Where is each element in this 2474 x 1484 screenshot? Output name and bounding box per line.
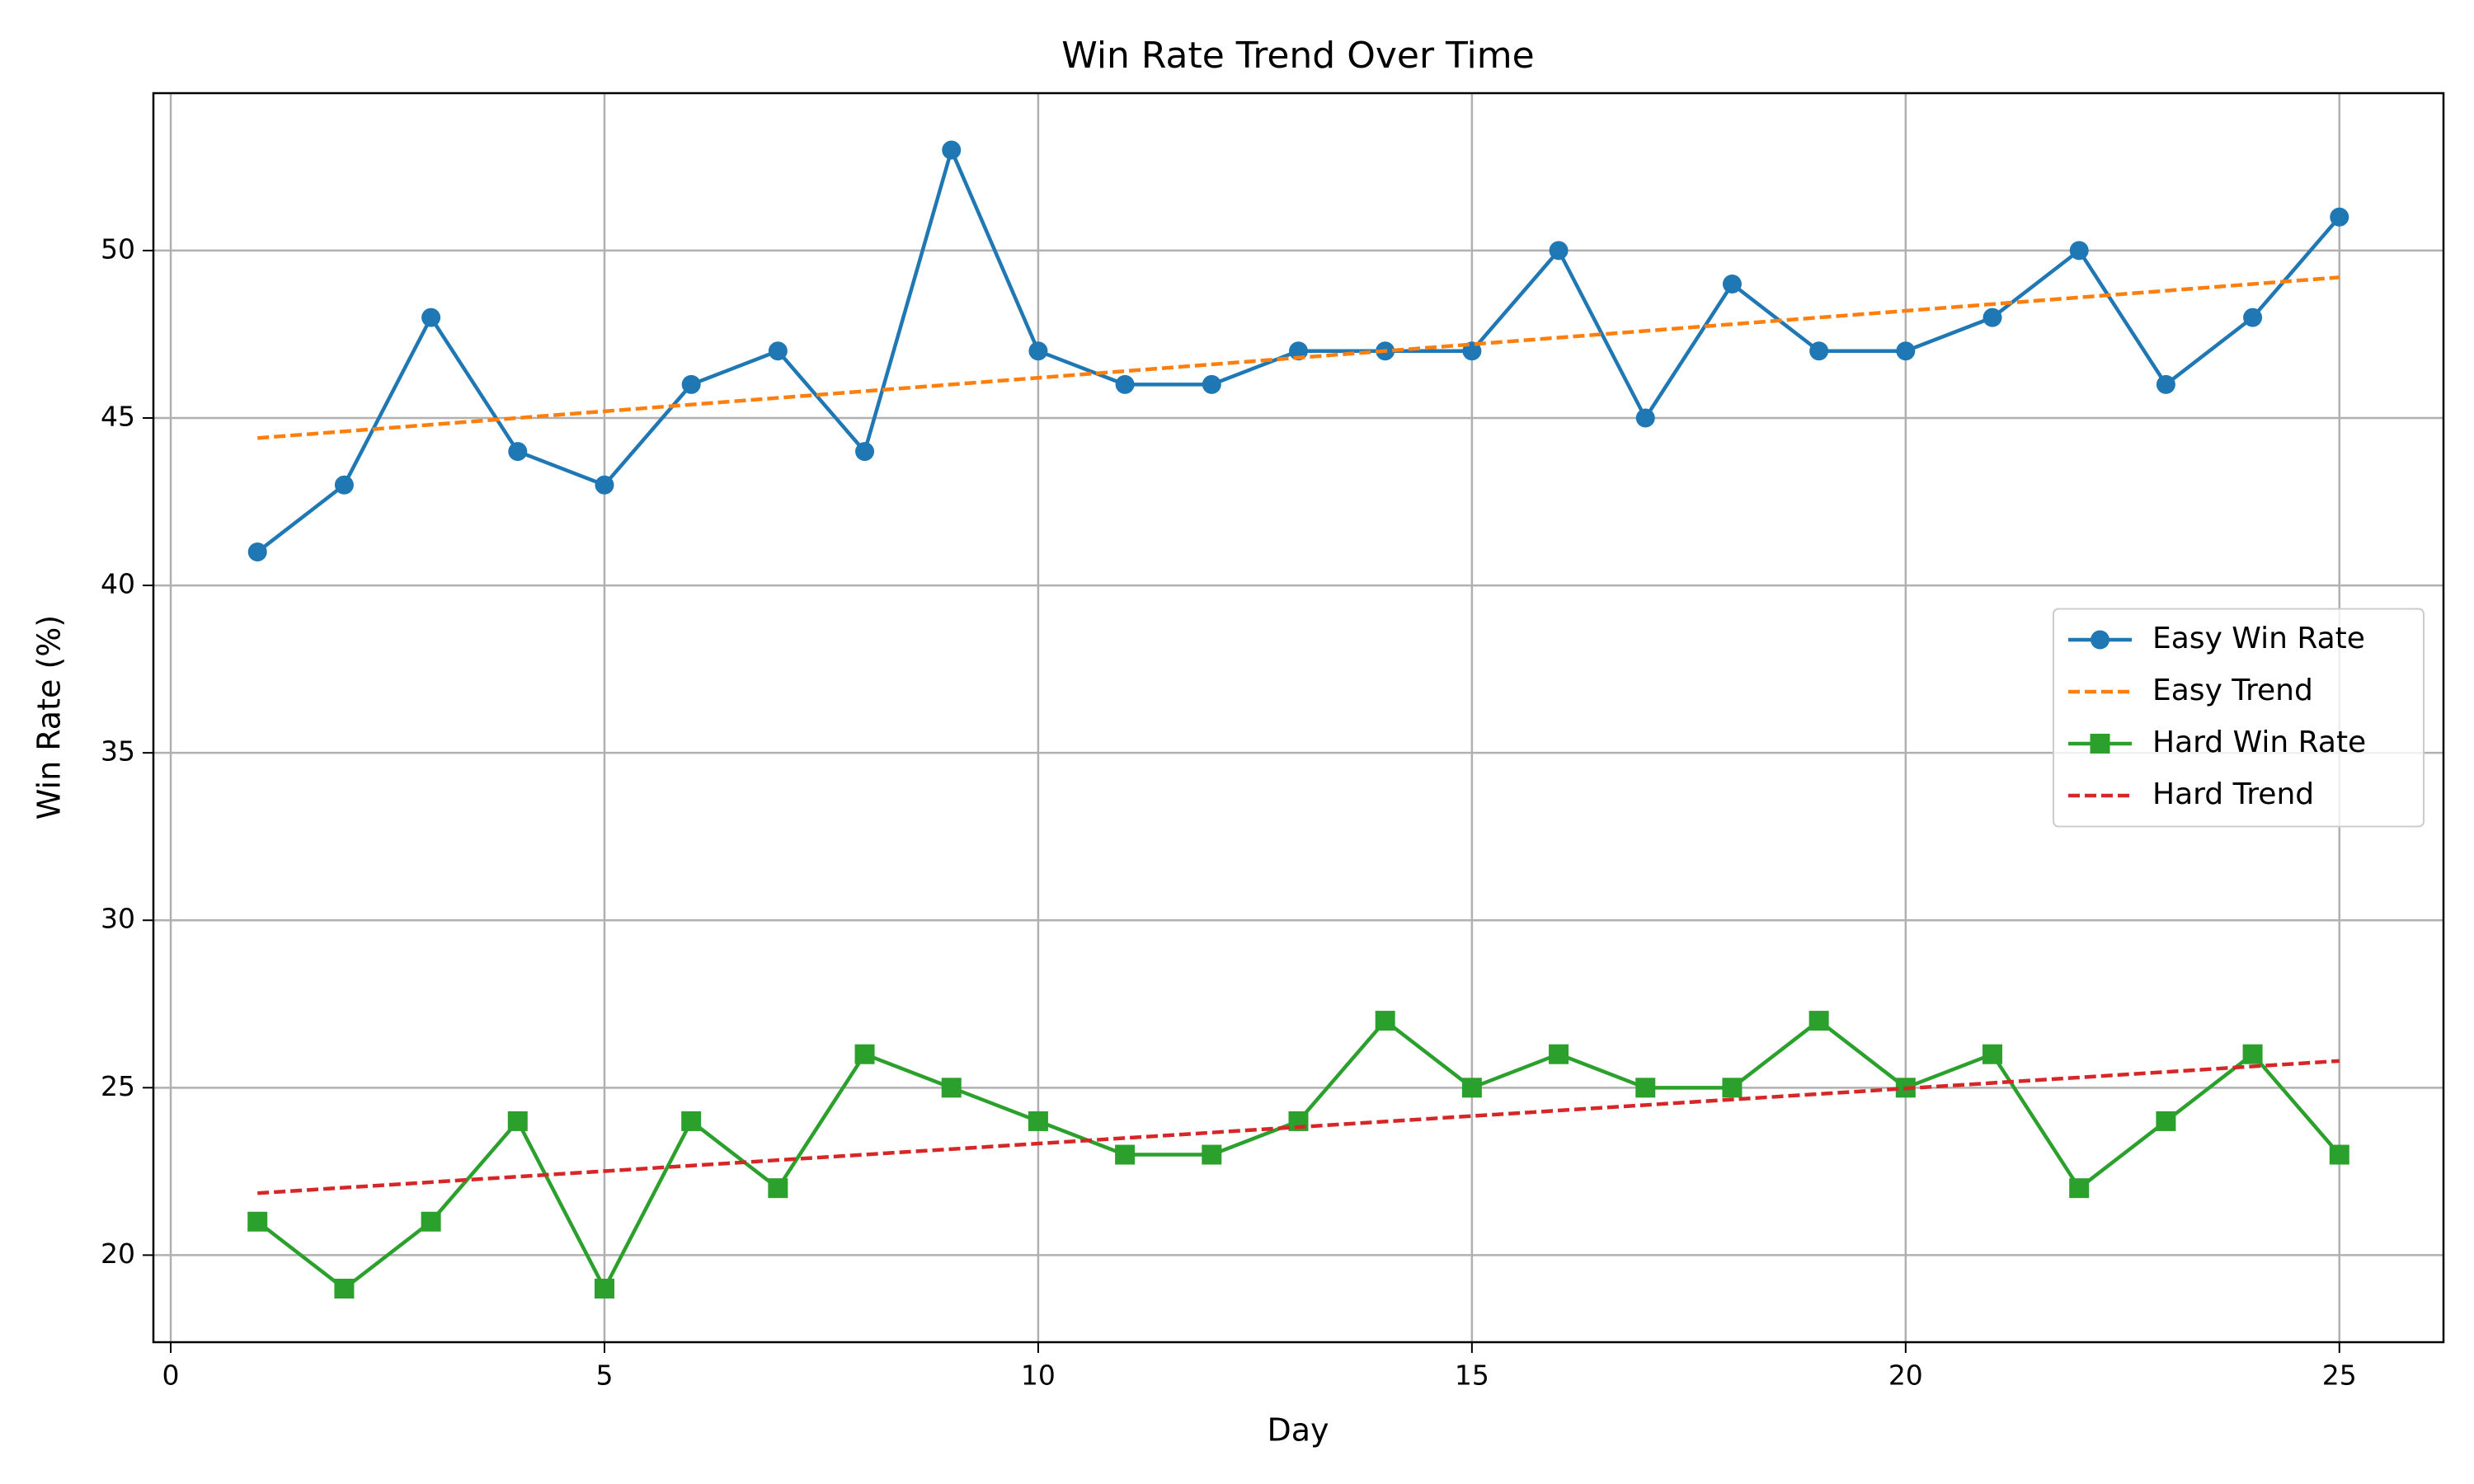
y-tick-label: 25 [101, 1070, 135, 1102]
x-tick-label: 20 [1888, 1360, 1923, 1392]
chart-title: Win Rate Trend Over Time [1061, 35, 1534, 77]
data-point [421, 1211, 441, 1232]
data-point [2069, 241, 2089, 261]
plot-frame [152, 92, 2445, 1344]
data-point [1722, 1078, 1743, 1098]
data-point [1982, 308, 2002, 327]
data-point [2242, 1044, 2263, 1064]
data-point [507, 1111, 528, 1131]
x-tick-label: 5 [595, 1360, 613, 1392]
legend-marker [2091, 630, 2109, 650]
x-tick-label: 0 [162, 1360, 180, 1392]
data-point [1375, 1011, 1395, 1031]
y-tick-label: 35 [101, 735, 135, 768]
legend-label: Easy Trend [2152, 674, 2313, 707]
data-point [2330, 207, 2349, 227]
data-point [854, 1044, 875, 1064]
x-tick-label: 15 [1455, 1360, 1489, 1392]
data-point [942, 140, 962, 160]
data-point [1202, 1144, 1222, 1165]
data-point [2069, 1178, 2090, 1199]
data-point [594, 1279, 614, 1299]
series-line [257, 1059, 2340, 1195]
legend-label: Hard Trend [2152, 777, 2314, 811]
data-point [681, 374, 701, 394]
data-point [595, 475, 614, 495]
data-point [1896, 341, 1916, 361]
data-point [1461, 1078, 1482, 1098]
data-point [334, 1279, 355, 1299]
data-point [247, 542, 267, 561]
legend-box [2053, 608, 2425, 828]
y-axis-label: Win Rate (%) [31, 615, 68, 819]
data-point [1115, 1144, 1136, 1165]
data-point [1028, 1111, 1048, 1131]
data-point [1809, 341, 1829, 361]
data-point [1722, 275, 1742, 294]
data-point [421, 308, 441, 327]
legend-label: Easy Win Rate [2152, 622, 2365, 655]
data-point [768, 1178, 788, 1199]
data-point [508, 442, 528, 462]
data-point [941, 1078, 962, 1098]
y-tick-label: 30 [101, 903, 135, 935]
series-line [257, 275, 2340, 440]
y-tick-label: 20 [101, 1237, 135, 1270]
data-point [1635, 1078, 1656, 1098]
data-point [1549, 1044, 1569, 1064]
data-point [1635, 408, 1655, 428]
data-point [1808, 1011, 1829, 1031]
y-tick-label: 45 [101, 400, 135, 432]
legend-marker [2090, 734, 2110, 754]
data-point [2156, 1111, 2176, 1131]
data-point [681, 1111, 702, 1131]
data-point [1115, 374, 1135, 394]
x-tick-label: 25 [2322, 1360, 2357, 1392]
data-point [2243, 308, 2263, 327]
data-point [1982, 1044, 2003, 1064]
legend-label: Hard Win Rate [2152, 726, 2366, 759]
data-point [2329, 1144, 2349, 1165]
data-point [768, 341, 788, 361]
data-point [855, 442, 875, 462]
data-point [1202, 374, 1221, 394]
data-point [247, 1211, 268, 1232]
data-point [1549, 241, 1569, 261]
x-tick-label: 10 [1021, 1360, 1056, 1392]
x-axis-label: Day [1267, 1412, 1329, 1449]
data-point [334, 475, 354, 495]
y-tick-label: 40 [101, 568, 135, 600]
data-point [2156, 374, 2175, 394]
legend: Easy Win Rate Easy Trend Hard Win Rate Hard… [2053, 608, 2425, 828]
y-tick-label: 50 [101, 232, 135, 265]
data-point [1028, 341, 1048, 361]
